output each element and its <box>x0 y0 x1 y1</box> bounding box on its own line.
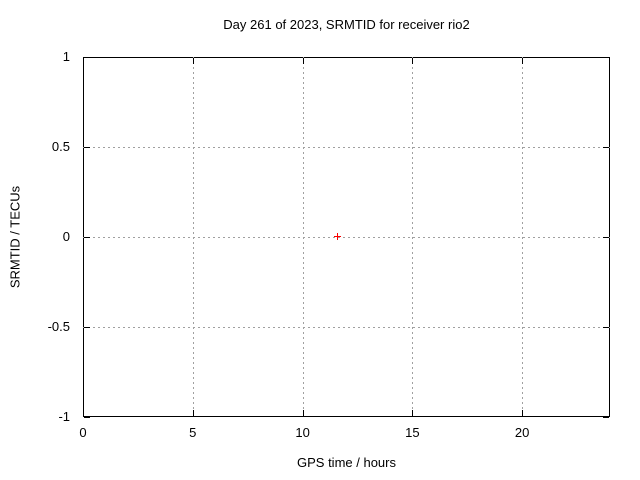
x-tick-label: 20 <box>514 425 530 440</box>
y-tick-mark <box>603 237 609 238</box>
y-tick-mark <box>84 147 90 148</box>
x-tick-mark <box>412 410 414 416</box>
x-tick-mark <box>522 410 524 416</box>
y-tick-label: 1 <box>62 49 70 64</box>
y-tick-label: 0.5 <box>51 139 70 154</box>
x-tick-mark <box>522 58 524 64</box>
gridline-horizontal <box>83 327 610 328</box>
y-tick-label: -0.5 <box>47 319 70 334</box>
x-tick-mark <box>83 410 84 416</box>
y-tick-mark <box>603 327 609 328</box>
marker-bar <box>336 233 338 240</box>
x-axis-label: GPS time / hours <box>297 455 396 470</box>
x-tick-label: 5 <box>189 425 197 440</box>
x-tick-mark <box>192 58 194 64</box>
y-tick-mark <box>603 147 609 148</box>
y-tick-mark <box>603 417 609 418</box>
x-tick-label: 0 <box>79 425 87 440</box>
y-tick-mark <box>603 57 609 58</box>
y-tick-label: -1 <box>58 409 70 424</box>
y-tick-mark <box>84 327 90 328</box>
x-tick-mark <box>302 58 304 64</box>
y-tick-label: 0 <box>62 229 70 244</box>
x-tick-label: 15 <box>405 425 420 440</box>
gridline-horizontal <box>83 237 610 238</box>
x-tick-label: 10 <box>295 425 310 440</box>
chart-title: Day 261 of 2023, SRMTID for receiver rio… <box>223 17 470 32</box>
x-tick-mark <box>192 410 194 416</box>
y-tick-mark <box>84 57 90 58</box>
data-point-marker <box>333 233 341 240</box>
y-tick-mark <box>84 237 90 238</box>
x-tick-mark <box>83 58 84 64</box>
x-tick-mark <box>302 410 304 416</box>
x-tick-mark <box>412 58 414 64</box>
gridline-horizontal <box>83 147 610 148</box>
y-tick-mark <box>84 417 90 418</box>
